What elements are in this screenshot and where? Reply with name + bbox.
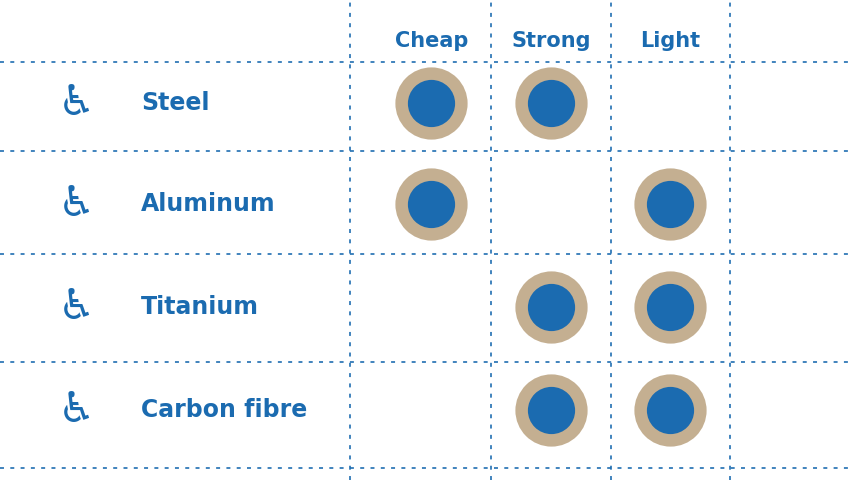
- Point: [424, 99, 438, 107]
- Text: Steel: Steel: [141, 91, 209, 115]
- Text: ♿: ♿: [58, 389, 96, 432]
- Point: [424, 200, 438, 208]
- Point: [424, 200, 438, 208]
- Point: [543, 303, 557, 311]
- Point: [663, 303, 676, 311]
- Text: Light: Light: [640, 31, 699, 51]
- Point: [543, 303, 557, 311]
- Point: [543, 407, 557, 414]
- Text: ♿: ♿: [58, 82, 96, 124]
- Point: [663, 407, 676, 414]
- Point: [543, 99, 557, 107]
- Text: Titanium: Titanium: [141, 295, 258, 319]
- Point: [663, 200, 676, 208]
- Point: [424, 99, 438, 107]
- Text: Cheap: Cheap: [394, 31, 467, 51]
- Text: Strong: Strong: [510, 31, 590, 51]
- Text: ♿: ♿: [58, 286, 96, 328]
- Point: [663, 200, 676, 208]
- Point: [663, 407, 676, 414]
- Text: ♿: ♿: [58, 183, 96, 225]
- Point: [543, 99, 557, 107]
- Point: [543, 407, 557, 414]
- Text: Aluminum: Aluminum: [141, 192, 276, 216]
- Point: [663, 303, 676, 311]
- Text: Carbon fibre: Carbon fibre: [141, 398, 307, 422]
